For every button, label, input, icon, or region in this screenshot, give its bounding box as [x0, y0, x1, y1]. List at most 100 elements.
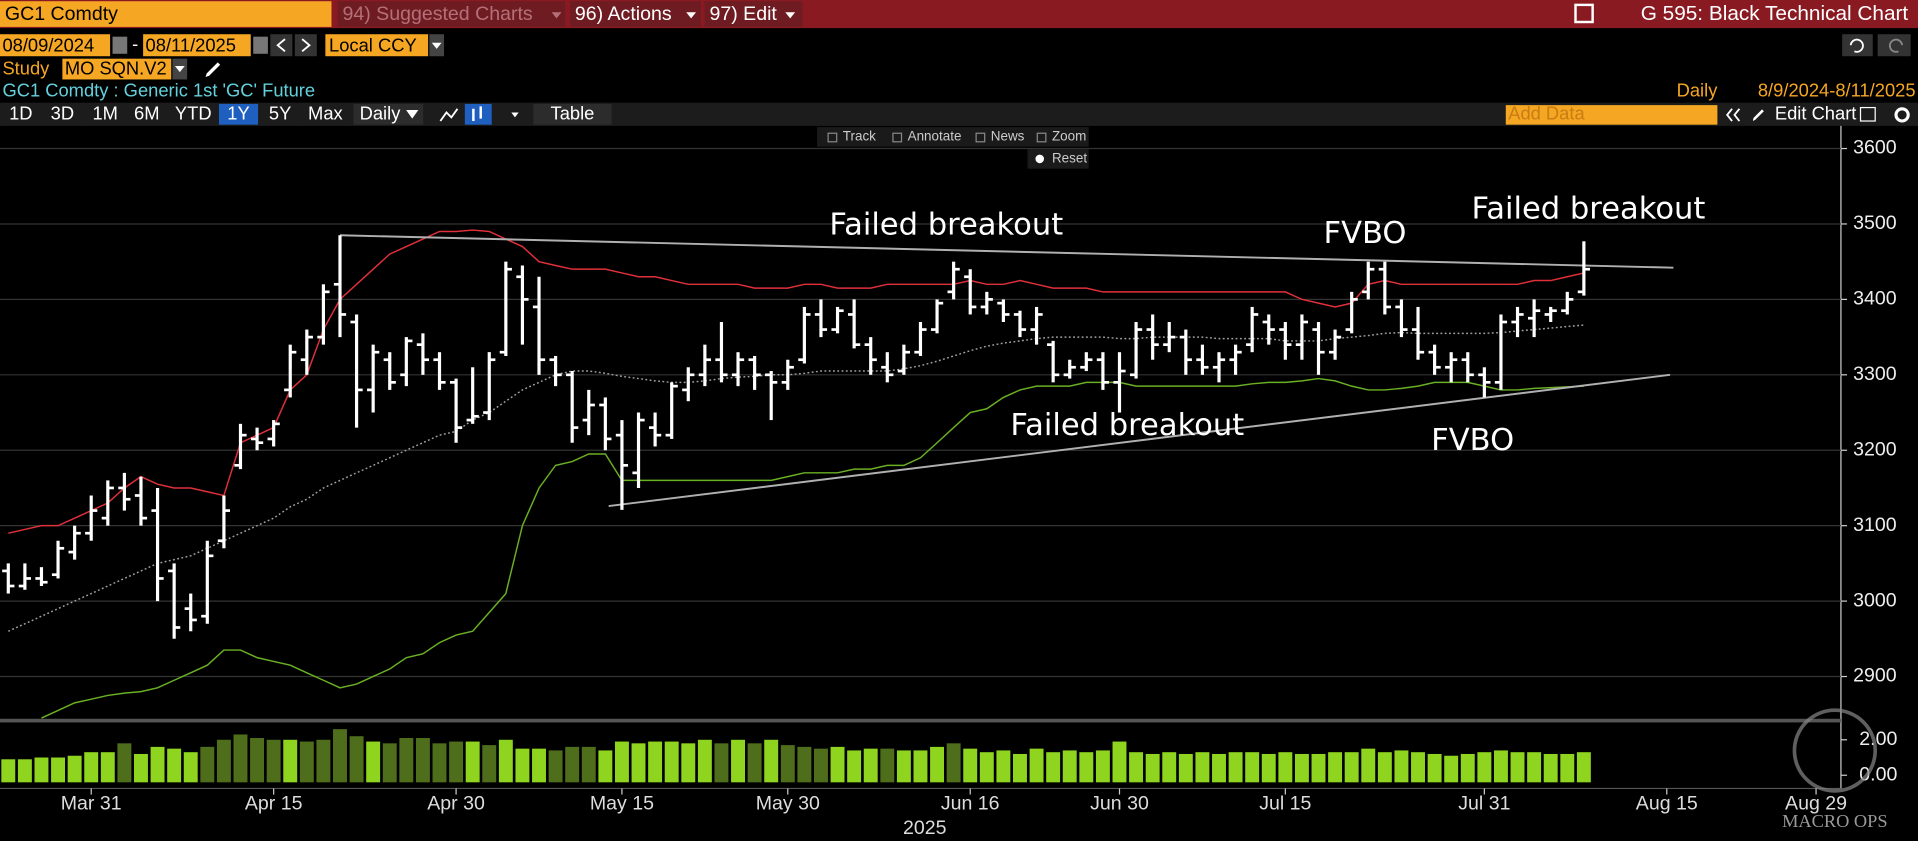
edit-chart[interactable]: Edit Chart	[1775, 103, 1857, 124]
volume-bar	[1444, 755, 1459, 783]
range-button[interactable]	[1, 103, 41, 125]
dropdown-arrow[interactable]	[511, 112, 519, 118]
collapse-icon[interactable]	[1726, 108, 1741, 122]
table-button[interactable]: Table	[551, 103, 595, 124]
x-tick-label: May 15	[590, 793, 654, 815]
currency-box[interactable]	[325, 34, 429, 57]
popout-icon[interactable]	[1574, 3, 1594, 24]
x-tick-label: Jun 30	[1090, 793, 1149, 815]
range-button[interactable]	[127, 103, 167, 125]
dropdown-arrow	[551, 12, 562, 19]
frequency-button[interactable]: Daily	[360, 103, 402, 124]
end-date[interactable]: 08/11/2025	[146, 34, 236, 55]
volume-bar	[1079, 752, 1094, 783]
prev-icon	[276, 38, 286, 53]
volume-bar	[1145, 753, 1160, 783]
volume-bar	[1095, 750, 1110, 783]
range-label[interactable]: 5Y	[269, 103, 291, 124]
currency[interactable]: Local CCY	[329, 34, 417, 55]
range-button[interactable]	[305, 103, 345, 125]
volume-bar	[1062, 750, 1077, 783]
calendar-icon[interactable]	[253, 36, 268, 54]
add-data-box[interactable]	[1505, 105, 1718, 125]
prev-button[interactable]	[270, 34, 293, 57]
redo-button[interactable]	[1877, 34, 1911, 57]
tool-button[interactable]: Zoom	[1052, 128, 1086, 143]
volume-bar	[1377, 752, 1392, 783]
range-button[interactable]	[42, 103, 82, 125]
gear-icon[interactable]	[1894, 107, 1910, 123]
volume-bar	[382, 743, 397, 783]
volume-bar	[1245, 752, 1260, 783]
range-button[interactable]	[173, 103, 213, 125]
volume-bar	[150, 746, 165, 783]
x-tick-label: Aug 29	[1785, 793, 1847, 815]
dropdown-arrow	[785, 12, 796, 19]
security: GC1 Comdty : Generic 1st 'GC' Future	[2, 80, 315, 101]
tool-button[interactable]: News	[991, 128, 1025, 143]
line-icon[interactable]	[439, 108, 459, 122]
range-button[interactable]	[218, 103, 259, 125]
volume-bar	[100, 752, 115, 783]
menu-button[interactable]	[337, 1, 566, 27]
settings-icon[interactable]	[1859, 106, 1876, 122]
range-label[interactable]: Max	[308, 103, 343, 124]
ticker[interactable]: GC1 Comdty	[5, 3, 118, 25]
overlay-line	[41, 377, 1584, 719]
bar-icon-button[interactable]	[464, 103, 492, 125]
undo-icon	[1849, 38, 1864, 53]
range-button[interactable]	[85, 103, 125, 125]
date-input[interactable]	[0, 34, 111, 57]
volume-bar	[1427, 753, 1442, 783]
study-label: Study	[2, 58, 50, 79]
menu-edit[interactable]: 97) Edit	[709, 3, 777, 25]
frequency-box[interactable]	[353, 103, 424, 125]
volume-bar	[532, 748, 546, 783]
start-date[interactable]: 08/09/2024	[2, 34, 94, 55]
volume-bar	[631, 743, 646, 783]
ticker-box[interactable]	[0, 1, 332, 27]
range-button[interactable]	[260, 103, 300, 125]
calendar-icon[interactable]	[112, 36, 128, 54]
y-tick-label: 3300	[1853, 363, 1897, 385]
range-label[interactable]: YTD	[175, 103, 212, 124]
study-box[interactable]	[62, 58, 172, 80]
pencil-icon	[1752, 109, 1764, 122]
pencil-icon[interactable]	[205, 62, 221, 78]
undo-button[interactable]	[1842, 34, 1873, 57]
volume-bar	[1129, 752, 1144, 783]
volume-bar	[1178, 753, 1193, 783]
tool-button[interactable]: Annotate	[908, 128, 962, 143]
date-input[interactable]	[143, 34, 251, 57]
range-label[interactable]: 6M	[134, 103, 159, 124]
volume-bar	[1493, 750, 1508, 783]
table-box[interactable]	[533, 103, 612, 125]
menu-suggested[interactable]: 94) Suggested Charts	[343, 3, 533, 25]
tool-icon	[827, 132, 838, 143]
next-button[interactable]	[294, 34, 317, 57]
range-label[interactable]: 1D	[9, 103, 32, 124]
menu-button[interactable]	[704, 1, 803, 27]
study[interactable]: MO SQN.V2	[65, 58, 167, 79]
volume-bar	[449, 741, 464, 783]
x-tick-label: Apr 15	[245, 793, 303, 815]
reset-box[interactable]	[1027, 149, 1089, 169]
menu-button[interactable]	[570, 1, 701, 27]
y-tick-label: 3100	[1853, 514, 1897, 536]
menu-actions[interactable]: 96) Actions	[575, 3, 672, 25]
add-data[interactable]: Add Data	[1508, 103, 1585, 124]
reset[interactable]: Reset	[1052, 150, 1087, 165]
volume-bar	[880, 748, 895, 783]
x-tick-label: Aug 15	[1636, 793, 1698, 815]
range-label[interactable]: 1Y	[227, 103, 249, 124]
tool-button[interactable]: Track	[843, 128, 876, 143]
volume-bar	[498, 739, 513, 783]
volume-bar	[1477, 752, 1492, 783]
volume-bar	[1162, 752, 1177, 783]
range-label[interactable]: 3D	[51, 103, 74, 124]
volume-bar	[896, 750, 911, 783]
range-label[interactable]: 1M	[92, 103, 117, 124]
dropdown-arrow	[406, 110, 419, 119]
